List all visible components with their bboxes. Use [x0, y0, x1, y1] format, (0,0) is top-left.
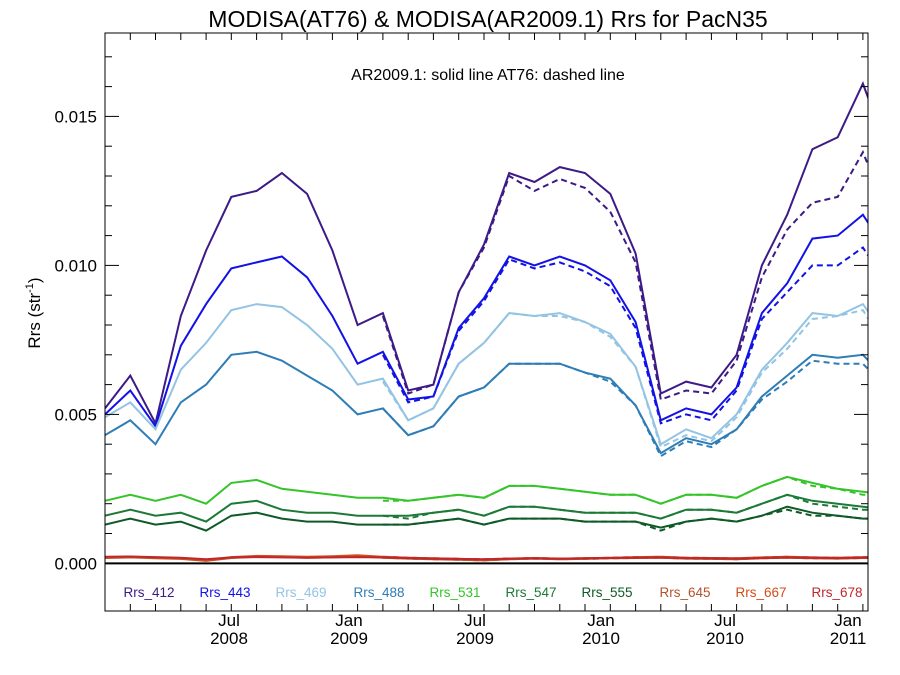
legend-entry-rrs-443: Rrs_443: [199, 585, 250, 600]
x-tick-year-label: 2009: [330, 629, 368, 648]
legend-entry-rrs-488: Rrs_488: [353, 585, 404, 600]
y-axis-label: Rrs (str-1): [24, 277, 44, 348]
series-rrs-469-solid: [105, 302, 868, 446]
series-rrs-555-solid: [105, 505, 868, 532]
axes: 0.0000.0050.0100.015Jul2008Jan2009Jul200…: [54, 32, 869, 648]
x-tick-month-label: Jan: [587, 611, 614, 630]
x-tick-month-label: Jul: [464, 611, 486, 630]
legend-entry-rrs-412: Rrs_412: [123, 585, 174, 600]
x-tick-month-label: Jul: [218, 611, 240, 630]
legend-entry-rrs-531: Rrs_531: [429, 585, 480, 600]
legend-entry-rrs-645: Rrs_645: [659, 585, 710, 600]
legend-entry-rrs-678: Rrs_678: [811, 585, 862, 600]
y-axis-label-exponent: -1: [24, 283, 36, 293]
y-tick-label: 0.005: [54, 405, 97, 424]
line-style-note: AR2009.1: solid line AT76: dashed line: [351, 67, 625, 84]
series-rrs-412-solid: [105, 81, 868, 427]
series-lines: [105, 81, 868, 562]
legend-entry-rrs-667: Rrs_667: [735, 585, 786, 600]
series-rrs-555-dashed: [382, 508, 868, 532]
x-tick-year-label: 2009: [456, 629, 494, 648]
legend-entry-rrs-555: Rrs_555: [581, 585, 632, 600]
x-tick-month-label: Jan: [834, 611, 861, 630]
x-tick-month-label: Jul: [714, 611, 736, 630]
series-rrs-488-dashed: [382, 359, 868, 458]
x-tick-year-label: 2011: [830, 629, 867, 648]
x-tick-year-label: 2010: [582, 629, 620, 648]
x-tick-year-label: 2010: [706, 629, 744, 648]
legend-entry-rrs-469: Rrs_469: [275, 585, 326, 600]
series-rrs-443-dashed: [382, 246, 868, 425]
y-tick-label: 0.010: [54, 256, 97, 275]
series-rrs-443-solid: [105, 213, 868, 429]
chart-title: MODISA(AT76) & MODISA(AR2009.1) Rrs for …: [208, 6, 767, 32]
x-tick-year-label: 2008: [210, 629, 248, 648]
series-rrs-488-solid: [105, 350, 868, 455]
plot-frame: [104, 32, 869, 612]
legend: Rrs_412 Rrs_443 Rrs_469 Rrs_488 Rrs_531 Rrs_5…: [123, 585, 862, 600]
y-tick-label: 0.015: [54, 107, 97, 126]
series-rrs-678-solid: [105, 555, 868, 561]
x-tick-month-label: Jan: [335, 611, 362, 630]
y-tick-label: 0.000: [54, 554, 97, 573]
legend-entry-rrs-547: Rrs_547: [505, 585, 556, 600]
y-axis-label-tail: ): [25, 277, 44, 283]
series-rrs-531-dashed: [382, 475, 868, 505]
y-axis-label-main: Rrs (str: [25, 293, 44, 349]
series-rrs-531-solid: [105, 475, 868, 505]
series-rrs-469-dashed: [382, 308, 868, 449]
series-rrs-547-solid: [105, 493, 868, 523]
